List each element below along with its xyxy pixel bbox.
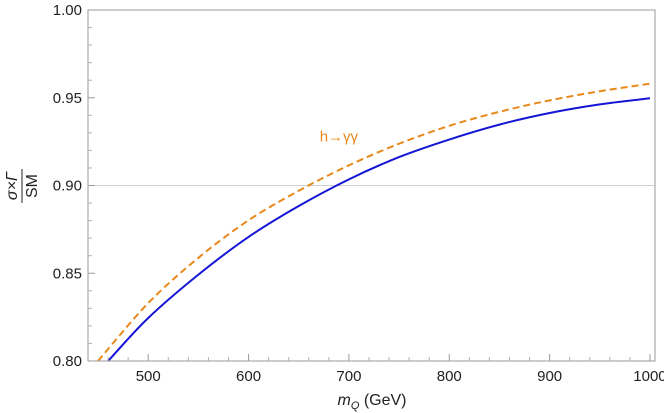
y-axis-label-denominator: SM — [24, 174, 41, 198]
x-tick-label: 1000 — [633, 368, 664, 385]
y-tick-label: 1.00 — [53, 2, 82, 19]
ticks: 500 600 700 800 900 1000 0.80 0.85 0.90 0.95 1.00 — [53, 2, 664, 385]
y-tick-label: 0.85 — [53, 265, 82, 282]
y-tick-label: 0.90 — [53, 178, 82, 195]
x-tick-label: 700 — [336, 368, 361, 385]
series-line-solid — [107, 97, 651, 362]
x-tick-label: 800 — [437, 368, 462, 385]
x-axis-label: mQ (GeV) — [337, 392, 406, 412]
y-axis-label: σ×Γ SM — [4, 169, 41, 203]
series-annotation: h→γγ — [320, 128, 359, 145]
x-tick-label: 600 — [236, 368, 261, 385]
series-group — [97, 82, 651, 362]
x-tick-label: 500 — [136, 368, 161, 385]
y-tick-label: 0.95 — [53, 90, 82, 107]
y-axis-label-numerator: σ×Γ — [4, 171, 21, 200]
y-tick-label: 0.80 — [53, 353, 82, 370]
series-line-dashed — [97, 82, 651, 362]
x-tick-label: 900 — [537, 368, 562, 385]
